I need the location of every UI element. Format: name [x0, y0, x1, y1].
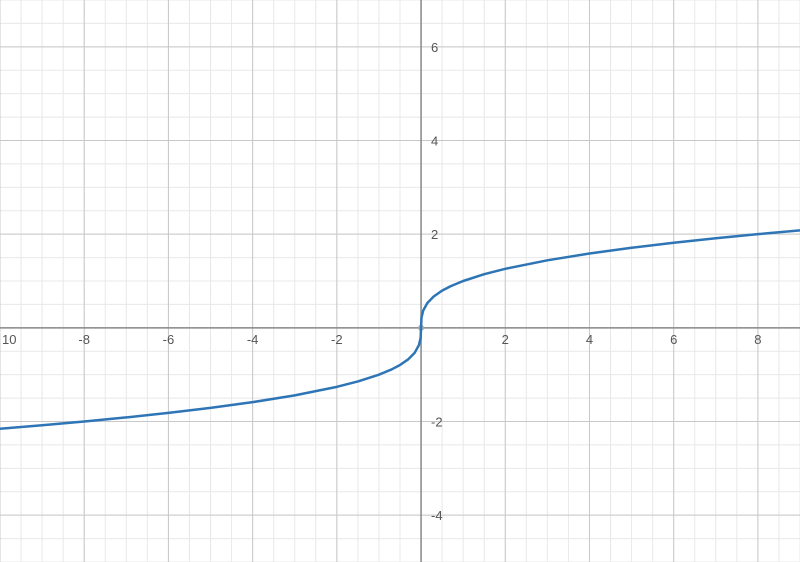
chart-container: 10 -8 -6 -4 -2 2 4 6 8 -4 -2 2 4 6: [0, 0, 800, 562]
x-tick-label: 8: [754, 332, 761, 347]
x-tick-label: 10: [2, 332, 16, 347]
x-tick-label: -8: [78, 332, 90, 347]
y-tick-label: 2: [431, 227, 438, 242]
x-tick-label: 2: [502, 332, 509, 347]
x-tick-label: 4: [586, 332, 593, 347]
y-tick-label: 4: [431, 134, 438, 149]
x-tick-label: -6: [163, 332, 175, 347]
y-tick-label: 6: [431, 40, 438, 55]
x-tick-label: -4: [247, 332, 259, 347]
x-tick-label: 6: [670, 332, 677, 347]
cube-root-chart: 10 -8 -6 -4 -2 2 4 6 8 -4 -2 2 4 6: [0, 0, 800, 562]
x-tick-label: -2: [331, 332, 343, 347]
y-tick-label: -4: [431, 508, 443, 523]
y-tick-label: -2: [431, 415, 443, 430]
